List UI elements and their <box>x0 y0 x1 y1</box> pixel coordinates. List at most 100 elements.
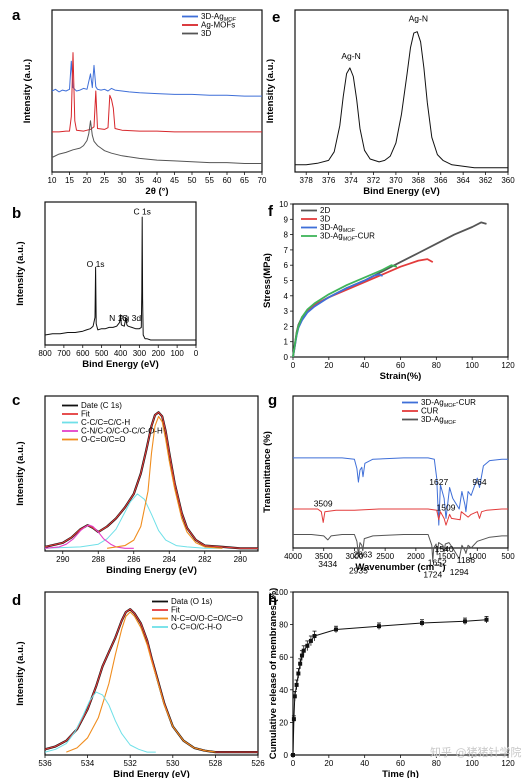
x-tick-label: 20 <box>83 176 92 185</box>
plot-frame <box>292 395 509 549</box>
y-axis-title: Intensity (a.u.) <box>22 59 33 123</box>
x-tick-label: 800 <box>38 349 52 358</box>
x-tick-label: 1000 <box>468 552 486 561</box>
x-tick-label: 370 <box>389 176 403 185</box>
peak-annotation: C 1s <box>133 207 150 217</box>
x-tick-label: 20 <box>324 759 333 768</box>
legend-subscript: MOF <box>444 403 457 409</box>
legend-subscript: MOF <box>343 237 356 243</box>
peak-annotation: 1509 <box>437 502 456 512</box>
y-axis-title: Intensity (a.u.) <box>15 241 26 305</box>
x-tick-label: 700 <box>57 349 71 358</box>
x-tick-label: 3500 <box>315 552 333 561</box>
x-tick-label: 400 <box>114 349 128 358</box>
x-tick-label: 2500 <box>376 552 394 561</box>
y-tick-label: 60 <box>279 653 288 662</box>
x-axis-title: Wavenumber (cm⁻¹) <box>355 562 445 573</box>
y-tick-label: 4 <box>284 292 289 301</box>
x-tick-label: 10 <box>48 176 57 185</box>
y-axis-title: Stress(MPa) <box>262 253 273 308</box>
data-point <box>299 653 304 658</box>
peak-annotation: 3434 <box>318 559 337 569</box>
x-axis-title: Strain(%) <box>380 371 422 382</box>
x-tick-label: 360 <box>501 176 515 185</box>
peak-annotation: 1652 <box>428 557 447 567</box>
x-tick-label: 378 <box>300 176 314 185</box>
x-tick-label: 120 <box>501 361 515 370</box>
data-point <box>308 638 313 643</box>
y-tick-label: 8 <box>284 231 289 240</box>
data-point <box>294 682 299 687</box>
x-tick-label: 0 <box>194 349 199 358</box>
x-tick-label: 65 <box>240 176 249 185</box>
x-tick-label: 120 <box>501 759 515 768</box>
panel-a-xrd-chart: a 10 15 20 25 30 35 40 45 50 55 60 65 70 2θ (°) Intensi… <box>12 7 267 197</box>
x-tick-label: 60 <box>223 176 232 185</box>
x-tick-label: 532 <box>124 759 138 768</box>
x-tick-label: 300 <box>133 349 147 358</box>
x-tick-label: 45 <box>170 176 179 185</box>
x-tick-label: 534 <box>81 759 95 768</box>
x-tick-label: 366 <box>434 176 448 185</box>
x-tick-label: 376 <box>322 176 336 185</box>
data-point <box>377 624 381 629</box>
x-tick-label: 368 <box>412 176 426 185</box>
legend-label: 3D-AgMOF-CUR <box>320 232 375 243</box>
x-tick-label: 50 <box>188 176 197 185</box>
legend-label: 3D-AgMOF-CUR <box>421 398 476 409</box>
x-tick-label: 80 <box>432 759 441 768</box>
x-tick-label: 536 <box>38 759 52 768</box>
x-tick-label: 55 <box>205 176 214 185</box>
legend-label: 3D <box>320 215 330 224</box>
y-tick-label: 7 <box>284 246 289 255</box>
legend-suffix: -CUR <box>456 398 476 407</box>
y-axis-title: Intensity (a.u.) <box>15 441 26 505</box>
series-line-o-c-o-c-o <box>107 415 223 549</box>
peak-annotation: 2935 <box>349 566 368 576</box>
x-tick-label: 70 <box>258 176 267 185</box>
x-tick-label: 284 <box>163 555 177 564</box>
x-tick-label: 2000 <box>407 552 425 561</box>
peak-annotation: 1724 <box>423 570 442 580</box>
series-line-c-n-c-o-c-o-c-c-o-h <box>44 524 134 549</box>
data-point <box>291 753 295 757</box>
series-line-n-c-o-o-c-o-c-o <box>66 611 216 753</box>
x-axis-title: Bind Energy (eV) <box>113 769 190 778</box>
x-axis-title: Bind Energy (eV) <box>82 359 159 370</box>
data-point <box>312 634 317 639</box>
data-point <box>301 648 306 653</box>
x-tick-label: 0 <box>291 759 296 768</box>
x-tick-label: 3000 <box>346 552 364 561</box>
peak-annotation: 3509 <box>314 498 333 508</box>
panel-label: f <box>268 203 274 220</box>
series-line-3d-ag <box>293 534 508 562</box>
series-line-data <box>292 619 487 756</box>
series-line-o-c-o-c-h-o <box>44 691 156 753</box>
y-tick-label: 40 <box>279 686 288 695</box>
legend-label: Data (O 1s) <box>171 597 213 606</box>
panel-b-xps-survey-chart: b 800 700 600 500 400 300 200 100 0 Bind Energy (e… <box>12 201 199 370</box>
data-point <box>296 671 301 676</box>
y-tick-label: 20 <box>279 718 288 727</box>
y-tick-label: 100 <box>275 588 289 597</box>
panel-label: c <box>12 392 20 409</box>
panel-g-ftir-chart: g 4000 3500 3000 2500 2000 1500 1000 500 Wavenumb… <box>262 392 515 580</box>
panel-label: b <box>12 205 21 222</box>
legend-label: 3D-AgMOF <box>201 12 237 23</box>
x-tick-label: 530 <box>166 759 180 768</box>
y-axis-title: Intensity (a.u.) <box>265 59 276 123</box>
plot-frame <box>294 9 509 173</box>
legend-label: Ag-MOFs <box>201 21 235 30</box>
x-tick-label: 15 <box>65 176 74 185</box>
legend-label: Fit <box>81 410 91 419</box>
series-line-3d-ag <box>292 264 398 358</box>
x-tick-label: 500 <box>501 552 515 561</box>
series-line-cur <box>293 508 508 526</box>
peak-annotation: N 1S <box>109 313 128 323</box>
x-tick-label: 0 <box>291 361 296 370</box>
x-tick-label: 40 <box>360 759 369 768</box>
x-axis-title: 2θ (°) <box>145 186 168 197</box>
x-axis-title: Bind Energy (eV) <box>363 186 440 197</box>
panel-h-release-chart: h 0 20 40 60 80 100 120 0 20 40 60 80 100 Time (h) Cumu… <box>268 588 515 778</box>
x-tick-label: 35 <box>135 176 144 185</box>
